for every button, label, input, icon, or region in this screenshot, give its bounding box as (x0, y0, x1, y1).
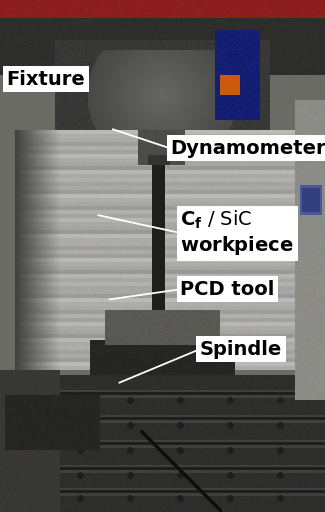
Text: Dynamometer: Dynamometer (171, 139, 325, 158)
Text: Fixture: Fixture (6, 70, 85, 89)
Text: $\mathbf{C_f}$ / SiC
$\mathbf{workpiece}$: $\mathbf{C_f}$ / SiC $\mathbf{workpiece}… (180, 208, 294, 258)
Text: Spindle: Spindle (200, 339, 282, 359)
Text: PCD tool: PCD tool (180, 280, 275, 299)
